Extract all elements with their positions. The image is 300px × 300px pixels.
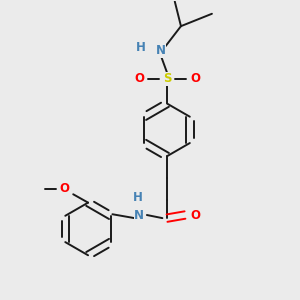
Text: N: N: [156, 44, 166, 57]
Text: S: S: [163, 72, 171, 85]
Text: H: H: [136, 41, 146, 54]
Text: H: H: [133, 191, 142, 205]
Text: O: O: [190, 208, 200, 221]
Text: O: O: [134, 72, 144, 85]
Text: O: O: [190, 72, 200, 85]
Text: N: N: [134, 208, 144, 221]
Text: O: O: [60, 182, 70, 195]
